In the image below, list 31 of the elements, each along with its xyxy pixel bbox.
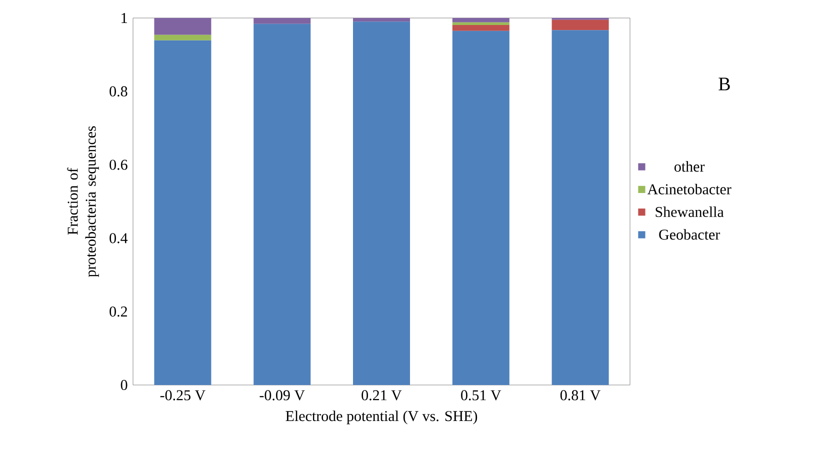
x-tick-label: 0.51 V — [461, 390, 502, 400]
bar — [452, 18, 510, 22]
bar — [154, 18, 212, 35]
bar — [154, 40, 212, 385]
y-tick-label: 1 — [122, 13, 127, 23]
x-tick-label: 0.81 V — [560, 390, 601, 400]
x-tick-label: -0.25 V — [160, 390, 206, 400]
legend-label: other — [674, 161, 705, 172]
legend-label: Shewanella — [656, 206, 724, 218]
y-tick-label: 0 — [120, 380, 128, 390]
x-tick-label: -0.09 V — [260, 390, 305, 400]
bar — [353, 22, 410, 385]
bar — [254, 24, 311, 385]
text: B — [718, 78, 730, 90]
bar — [552, 30, 609, 385]
bar — [154, 34, 212, 40]
legend-label: Acinetobacter — [647, 184, 732, 194]
bar — [452, 24, 510, 31]
bar — [254, 18, 311, 24]
y-tick-label: 0.6 — [110, 160, 128, 170]
y-tick-label: 0.4 — [110, 233, 128, 244]
y-axis-title: Fraction of proteobacteria sequences — [67, 126, 99, 278]
x-axis-title: Electrode potential (V vs. SHE) — [286, 410, 478, 424]
y-tick-label: 0.2 — [110, 306, 127, 317]
y-tick-label: 0.8 — [110, 86, 128, 96]
legend-label: Geobacter — [659, 229, 720, 240]
bar — [452, 22, 510, 25]
bar — [452, 30, 510, 385]
bar — [552, 20, 609, 30]
x-tick-label: 0.21 V — [362, 390, 402, 400]
bar — [353, 18, 410, 22]
